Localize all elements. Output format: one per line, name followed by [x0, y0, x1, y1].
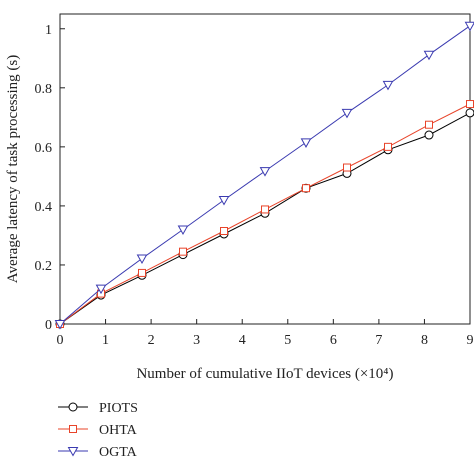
x-tick-label: 4: [239, 333, 246, 348]
legend-item: OGTA: [58, 445, 138, 460]
y-tick-label: 0.8: [35, 82, 53, 97]
triangle-down-marker: [54, 320, 66, 330]
square-marker: [343, 163, 351, 172]
x-tick-label: 9: [467, 333, 474, 348]
square-marker: [138, 268, 146, 277]
y-tick-label: 0: [45, 318, 52, 333]
circle-marker: [465, 108, 474, 118]
square-marker: [425, 120, 433, 129]
x-tick-label: 7: [375, 333, 382, 348]
x-tick-label: 0: [57, 333, 64, 348]
y-tick-label: 1: [45, 23, 52, 38]
plot-frame: [59, 13, 471, 325]
square-marker: [384, 142, 392, 151]
x-tick-label: 3: [193, 333, 200, 348]
triangle-down-marker: [341, 108, 353, 119]
triangle-down-marker: [300, 138, 312, 148]
x-tick-label: 5: [284, 333, 291, 348]
circle-marker: [68, 402, 78, 412]
triangle-down-marker: [67, 447, 79, 457]
x-tick-label: 2: [148, 333, 155, 348]
circle-marker: [424, 130, 434, 140]
y-axis-label: Average latency of task processing (s): [5, 55, 21, 283]
y-tick-label: 0.4: [35, 200, 53, 215]
legend-item: OHTA: [58, 423, 138, 438]
triangle-down-marker: [136, 254, 148, 264]
x-axis-ticks: 0 1 2 3 4 5 6 7 8 9: [57, 319, 474, 348]
legend-item: PIOTS: [58, 401, 138, 416]
square-marker: [466, 100, 474, 109]
square-marker: [179, 247, 187, 256]
triangle-down-marker: [423, 50, 435, 61]
series-ogta: [54, 21, 474, 330]
triangle-down-marker: [259, 167, 271, 177]
series-piots: [55, 108, 474, 329]
legend-label: PIOTS: [99, 401, 138, 416]
triangle-down-marker: [218, 196, 230, 206]
x-tick-label: 8: [421, 333, 428, 348]
triangle-down-marker: [464, 21, 474, 32]
square-marker: [220, 227, 228, 235]
x-tick-label: 6: [330, 333, 337, 348]
y-tick-label: 0.2: [35, 259, 53, 274]
x-axis-label: Number of cumulative IIoT devices (×10⁴): [136, 366, 393, 382]
triangle-down-marker: [382, 80, 394, 91]
triangle-down-marker: [95, 284, 107, 295]
legend-label: OHTA: [99, 423, 138, 438]
x-tick-label: 1: [102, 333, 109, 348]
square-marker: [302, 184, 310, 193]
triangle-down-marker: [177, 225, 189, 236]
series-layer: [54, 21, 474, 330]
legend: PIOTS OHTA OGTA: [58, 401, 138, 460]
square-marker: [69, 425, 77, 433]
y-axis-ticks: 0 0.2 0.4 0.6 0.8 1: [35, 23, 65, 333]
series-line: [59, 112, 471, 325]
y-tick-label: 0.6: [35, 141, 53, 156]
legend-label: OGTA: [99, 445, 138, 460]
square-marker: [261, 205, 269, 214]
